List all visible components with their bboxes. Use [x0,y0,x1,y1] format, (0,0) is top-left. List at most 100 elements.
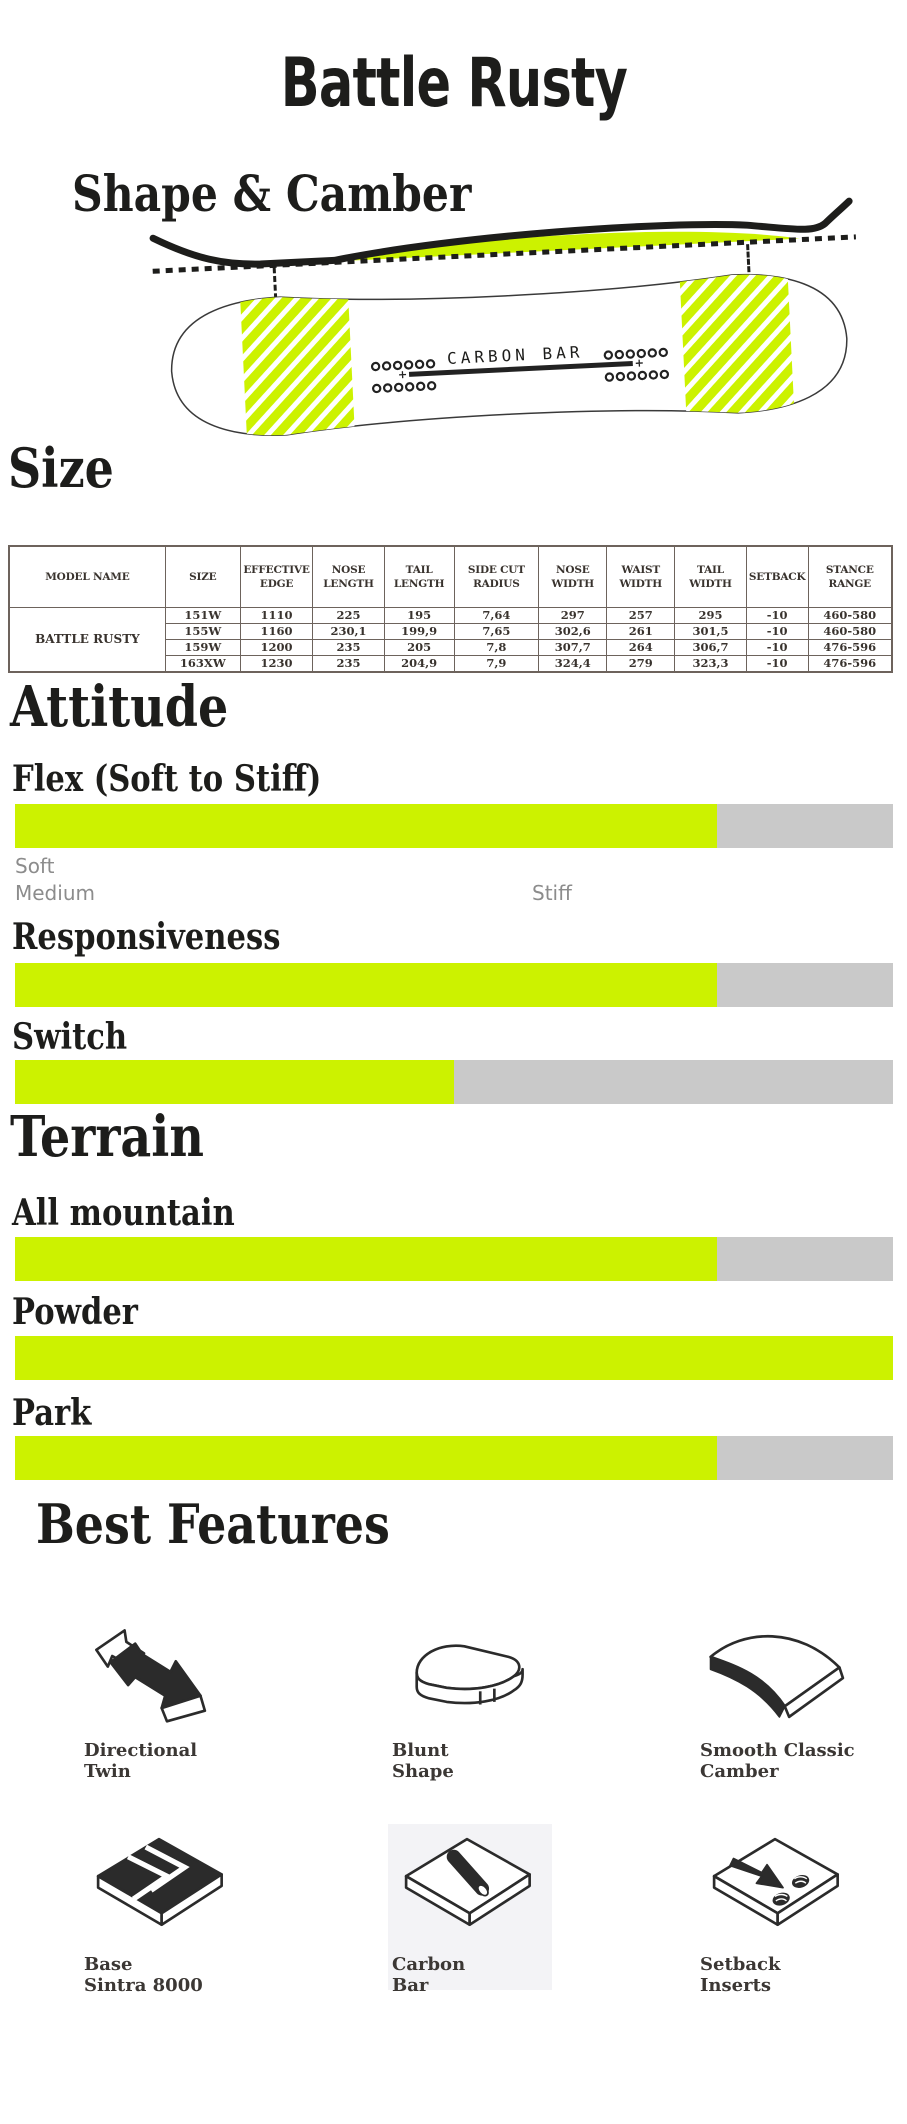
switch-rating-fill [15,1060,454,1104]
page-title: Battle Rusty [280,44,627,123]
camber-highlight [326,231,800,262]
board-profile-curve [149,197,853,268]
plus-mark-left [399,371,407,379]
setback-inserts-icon [712,1837,839,1927]
cell: 306,7 [674,639,747,656]
cell: 7,64 [453,607,540,624]
scale-label-medium: Medium [15,881,95,905]
column-header: EFFECTIVE EDGE [239,545,314,608]
insert-zone-right [679,269,795,424]
feature-smooth-classic-camber: Smooth Classic Camber [700,1618,885,1782]
cell: 301,5 [674,623,747,640]
flex-rating-fill [15,804,718,848]
cell: 264 [606,639,676,656]
cell: 323,3 [674,655,747,673]
cell: 1160 [239,623,314,640]
feature-caption: Base Sintra 8000 [84,1954,203,1996]
park-label: Park [12,1392,92,1434]
cell: 195 [383,607,455,624]
park-rating-bar [15,1436,893,1480]
powder-rating-fill [15,1336,893,1380]
cell: 295 [674,607,747,624]
size-row: BATTLE RUSTY 151W 1110 225 195 7,64 297 … [8,607,893,673]
cell: 7,9 [453,655,540,673]
cell: 235 [312,655,385,673]
column-header: SIDE CUT RADIUS [453,545,540,608]
cell: 205 [383,639,455,656]
cell: 151W [164,607,241,624]
cell: 460-580 [807,623,893,640]
cell: 261 [606,623,676,640]
column-header: MODEL NAME [8,545,166,608]
responsiveness-label: Responsiveness [12,916,281,958]
column-header: WAIST WIDTH [606,545,676,608]
column-header: TAIL LENGTH [383,545,455,608]
cell: 307,7 [538,639,608,656]
carbon-bar-graphic [408,360,633,377]
cell: 324,4 [538,655,608,673]
model-name-cell: BATTLE RUSTY [8,607,166,673]
cell: 302,6 [538,623,608,640]
cell: 7,8 [453,639,540,656]
cell: 1200 [239,639,314,656]
cell: 297 [538,607,608,624]
flex-rating-bar [15,804,893,848]
best-features-heading: Best Features [36,1492,390,1556]
feature-caption: Smooth Classic Camber [700,1740,855,1782]
all-mountain-label: All mountain [12,1192,235,1234]
feature-blunt-shape: Blunt Shape [392,1618,577,1782]
powder-label: Powder [12,1291,138,1333]
flex-label: Flex (Soft to Stiff) [12,758,322,800]
size-row: 155W 1160 230,1 199,9 7,65 302,6 261 301… [9,623,893,640]
column-header: NOSE WIDTH [538,545,608,608]
carbon-bar-icon [404,1837,531,1927]
size-table-header-row: MODEL NAME SIZE EFFECTIVE EDGE NOSE LENG… [8,545,893,608]
cell: 460-580 [807,607,893,624]
cell: 230,1 [312,623,385,640]
scale-label-soft: Soft [15,854,55,878]
all-mountain-rating-bar [15,1237,893,1281]
column-header: SETBACK [745,545,809,608]
cell: 1110 [239,607,314,624]
feature-caption: Setback Inserts [700,1954,781,1996]
insert-dots-left [370,359,437,394]
insert-dots-right [603,347,670,382]
board-top-view: CARBON BAR [170,269,848,441]
size-table: MODEL NAME SIZE EFFECTIVE EDGE NOSE LENG… [8,545,893,673]
feature-directional-twin: Directional Twin [84,1618,269,1782]
directional-twin-icon [95,1629,207,1723]
plus-mark-right [635,359,643,367]
smooth-classic-camber-icon [709,1634,845,1719]
cell: -10 [745,607,809,624]
feature-caption: Directional Twin [84,1740,198,1782]
feature-setback-inserts: Setback Inserts [700,1832,885,1996]
cell: 476-596 [807,655,893,673]
scale-label-stiff: Stiff [532,881,572,905]
feature-carbon-bar: Carbon Bar [392,1832,577,1996]
insert-zone-left [239,287,356,441]
park-rating-fill [15,1436,718,1480]
feature-base-sintra: Base Sintra 8000 [84,1832,269,1996]
cell: 7,65 [453,623,540,640]
shape-camber-heading: Shape & Camber [72,164,472,223]
cell: 476-596 [807,639,893,656]
blunt-shape-icon [415,1644,524,1705]
all-mountain-rating-fill [15,1237,718,1281]
powder-rating-bar [15,1336,893,1380]
cell: 1230 [239,655,314,673]
cell: 235 [312,639,385,656]
cell: 257 [606,607,676,624]
responsiveness-rating-bar [15,963,893,1007]
column-header: TAIL WIDTH [674,545,747,608]
feature-caption: Blunt Shape [392,1740,454,1782]
switch-rating-bar [15,1060,893,1104]
column-header: NOSE LENGTH [312,545,385,608]
size-heading: Size [8,436,114,500]
cell: -10 [745,623,809,640]
cell: 163XW [164,655,241,673]
cell: 199,9 [383,623,455,640]
switch-label: Switch [12,1016,128,1058]
baseline-dotted [152,234,856,274]
cell: 279 [606,655,676,673]
